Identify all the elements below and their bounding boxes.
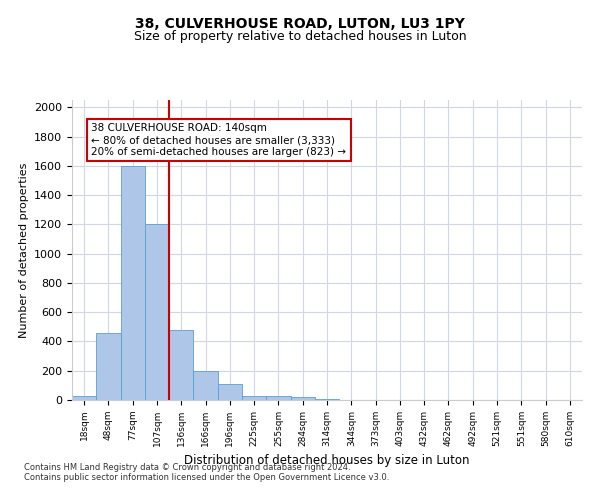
Bar [266, 396, 290, 400]
Bar [193, 370, 218, 400]
Bar [169, 330, 193, 400]
Bar [72, 396, 96, 400]
Text: Contains HM Land Registry data © Crown copyright and database right 2024.
Contai: Contains HM Land Registry data © Crown c… [24, 463, 389, 482]
Text: 38, CULVERHOUSE ROAD, LUTON, LU3 1PY: 38, CULVERHOUSE ROAD, LUTON, LU3 1PY [135, 18, 465, 32]
Bar [290, 397, 315, 400]
Bar [121, 166, 145, 400]
Y-axis label: Number of detached properties: Number of detached properties [19, 162, 29, 338]
Bar [145, 224, 169, 400]
Text: Size of property relative to detached houses in Luton: Size of property relative to detached ho… [134, 30, 466, 43]
Bar [218, 384, 242, 400]
X-axis label: Distribution of detached houses by size in Luton: Distribution of detached houses by size … [184, 454, 470, 468]
Text: 38 CULVERHOUSE ROAD: 140sqm
← 80% of detached houses are smaller (3,333)
20% of : 38 CULVERHOUSE ROAD: 140sqm ← 80% of det… [91, 124, 346, 156]
Bar [96, 332, 121, 400]
Bar [315, 398, 339, 400]
Bar [242, 396, 266, 400]
